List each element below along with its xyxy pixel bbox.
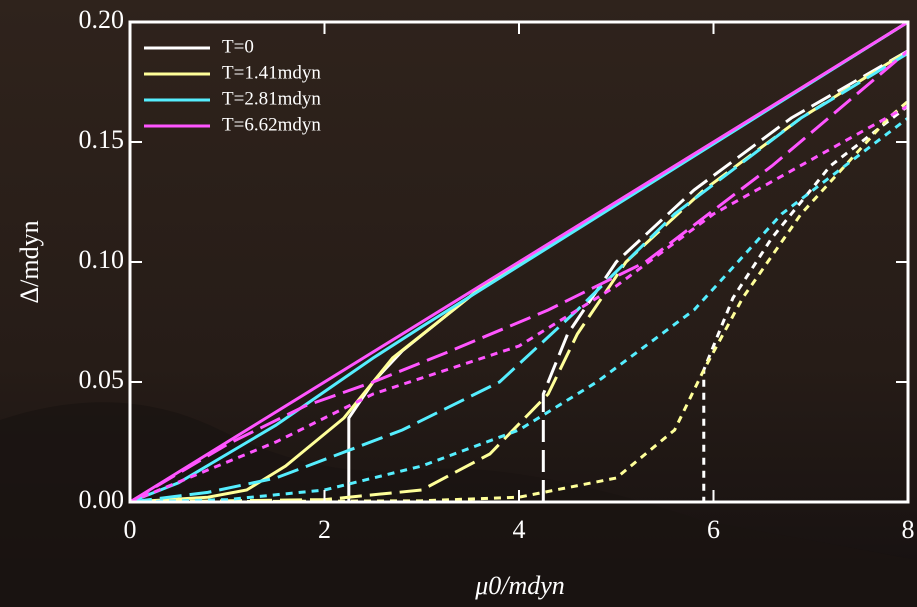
legend-label: T=2.81mdyn [222,88,321,109]
series-line [541,49,909,502]
y-tick-label: 0.10 [79,245,125,274]
x-axis-label: μ0/mdyn [474,571,565,600]
x-tick-label: 6 [707,515,720,544]
y-tick-label: 0.20 [79,5,125,34]
y-axis-label: Δ/mdyn [15,220,44,303]
plot-frame [128,20,910,504]
x-tick-label: 2 [318,515,331,544]
series-line [129,51,909,504]
y-tick-label: 0.15 [79,125,125,154]
legend-label: T=6.62mdyn [222,114,321,135]
y-tick-label: 0.05 [79,365,125,394]
y-tick-label: 0.00 [79,485,125,514]
x-tick-label: 8 [902,515,915,544]
series-line [129,100,909,504]
legend-label: T=1.41mdyn [222,62,321,83]
series-line [129,49,909,504]
series-line [129,104,909,504]
series-line [129,20,909,504]
legend-label: T=0 [222,36,254,57]
x-tick-label: 0 [124,515,137,544]
series-line [129,49,909,504]
x-tick-label: 4 [513,515,526,544]
